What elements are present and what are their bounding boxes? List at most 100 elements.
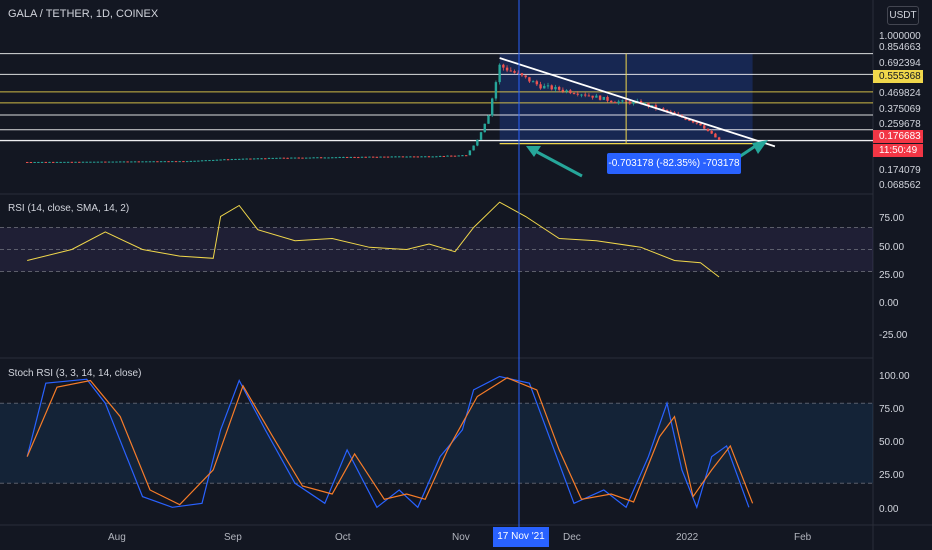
candle xyxy=(63,161,66,163)
time-axis-label: 2022 xyxy=(676,532,699,543)
candle xyxy=(476,139,479,146)
candle xyxy=(446,155,449,157)
candle xyxy=(442,155,446,157)
candle xyxy=(472,145,475,151)
candle xyxy=(383,156,386,158)
candle xyxy=(252,158,256,160)
candle xyxy=(55,161,59,163)
candle xyxy=(520,73,524,76)
candle xyxy=(130,161,133,163)
candle xyxy=(305,157,308,159)
stoch-k-line xyxy=(26,375,750,510)
rsi-axis-label: 25.00 xyxy=(879,270,905,281)
candle xyxy=(119,161,122,163)
stoch-band xyxy=(0,403,873,484)
candle xyxy=(479,132,483,140)
candle xyxy=(219,159,222,161)
candle xyxy=(159,161,163,163)
candle xyxy=(171,161,174,163)
candle xyxy=(44,161,47,163)
candle xyxy=(691,120,695,123)
candle xyxy=(26,161,29,163)
candle xyxy=(569,90,572,94)
candle xyxy=(345,156,349,158)
candle xyxy=(487,115,490,124)
candle xyxy=(632,101,635,104)
candle xyxy=(334,157,338,159)
candle xyxy=(338,157,341,159)
candle xyxy=(714,133,717,138)
candle xyxy=(226,159,230,161)
candle xyxy=(33,161,36,163)
candle xyxy=(327,157,330,159)
candle xyxy=(535,81,539,85)
price-axis-label: 0.259678 xyxy=(879,118,921,130)
candle xyxy=(152,161,155,163)
candle xyxy=(405,156,408,158)
candle xyxy=(70,161,74,163)
candle xyxy=(584,94,587,96)
candle xyxy=(96,161,100,163)
candle xyxy=(182,161,185,163)
candle xyxy=(647,103,650,107)
price-axis-label: 0.068562 xyxy=(879,179,921,191)
candle xyxy=(505,67,509,71)
candle xyxy=(572,93,576,95)
candle xyxy=(431,156,434,158)
candle xyxy=(260,158,263,160)
candle xyxy=(85,161,88,163)
candle xyxy=(319,157,323,159)
candle xyxy=(543,85,546,89)
candle xyxy=(688,119,691,121)
candle xyxy=(215,159,219,161)
candle xyxy=(550,85,553,90)
candle xyxy=(122,161,126,163)
rsi-line xyxy=(27,201,720,278)
candle xyxy=(141,161,144,163)
time-axis-label: Feb xyxy=(794,532,812,543)
candle xyxy=(282,157,286,159)
candle xyxy=(290,157,293,159)
candle xyxy=(278,157,282,159)
candle xyxy=(531,81,535,83)
candle xyxy=(591,95,594,98)
candle xyxy=(111,161,114,163)
candle xyxy=(546,85,550,87)
candle xyxy=(78,161,81,163)
price-axis-highlight: 0.176683 xyxy=(873,130,923,143)
time-axis-label: Sep xyxy=(224,532,242,543)
candle xyxy=(238,158,241,160)
candle xyxy=(699,123,702,126)
time-axis-label: Nov xyxy=(452,532,470,543)
candle xyxy=(368,156,371,158)
candle xyxy=(717,137,721,140)
candle xyxy=(598,95,602,100)
candle xyxy=(710,130,713,134)
candle xyxy=(92,161,96,163)
arrow-head xyxy=(526,146,541,157)
candle xyxy=(580,94,583,96)
candle xyxy=(412,156,416,158)
candle xyxy=(554,86,557,90)
candle xyxy=(398,156,401,158)
price-axis-label: 0.174079 xyxy=(879,164,921,176)
candle xyxy=(59,161,62,163)
candle xyxy=(624,100,628,102)
candle xyxy=(416,156,419,158)
candle xyxy=(212,159,215,161)
candle xyxy=(275,157,278,159)
candle xyxy=(133,161,137,163)
candle xyxy=(617,101,620,104)
candle xyxy=(145,161,148,163)
candle xyxy=(610,100,613,103)
candle xyxy=(40,161,44,163)
candle xyxy=(494,82,498,99)
currency-button[interactable]: USDT xyxy=(887,6,919,25)
price-axis-label: 0.692394 xyxy=(879,57,921,69)
candle xyxy=(595,95,598,98)
candle xyxy=(528,77,531,82)
candle xyxy=(401,156,405,158)
candle xyxy=(606,96,609,101)
candle xyxy=(524,75,527,78)
